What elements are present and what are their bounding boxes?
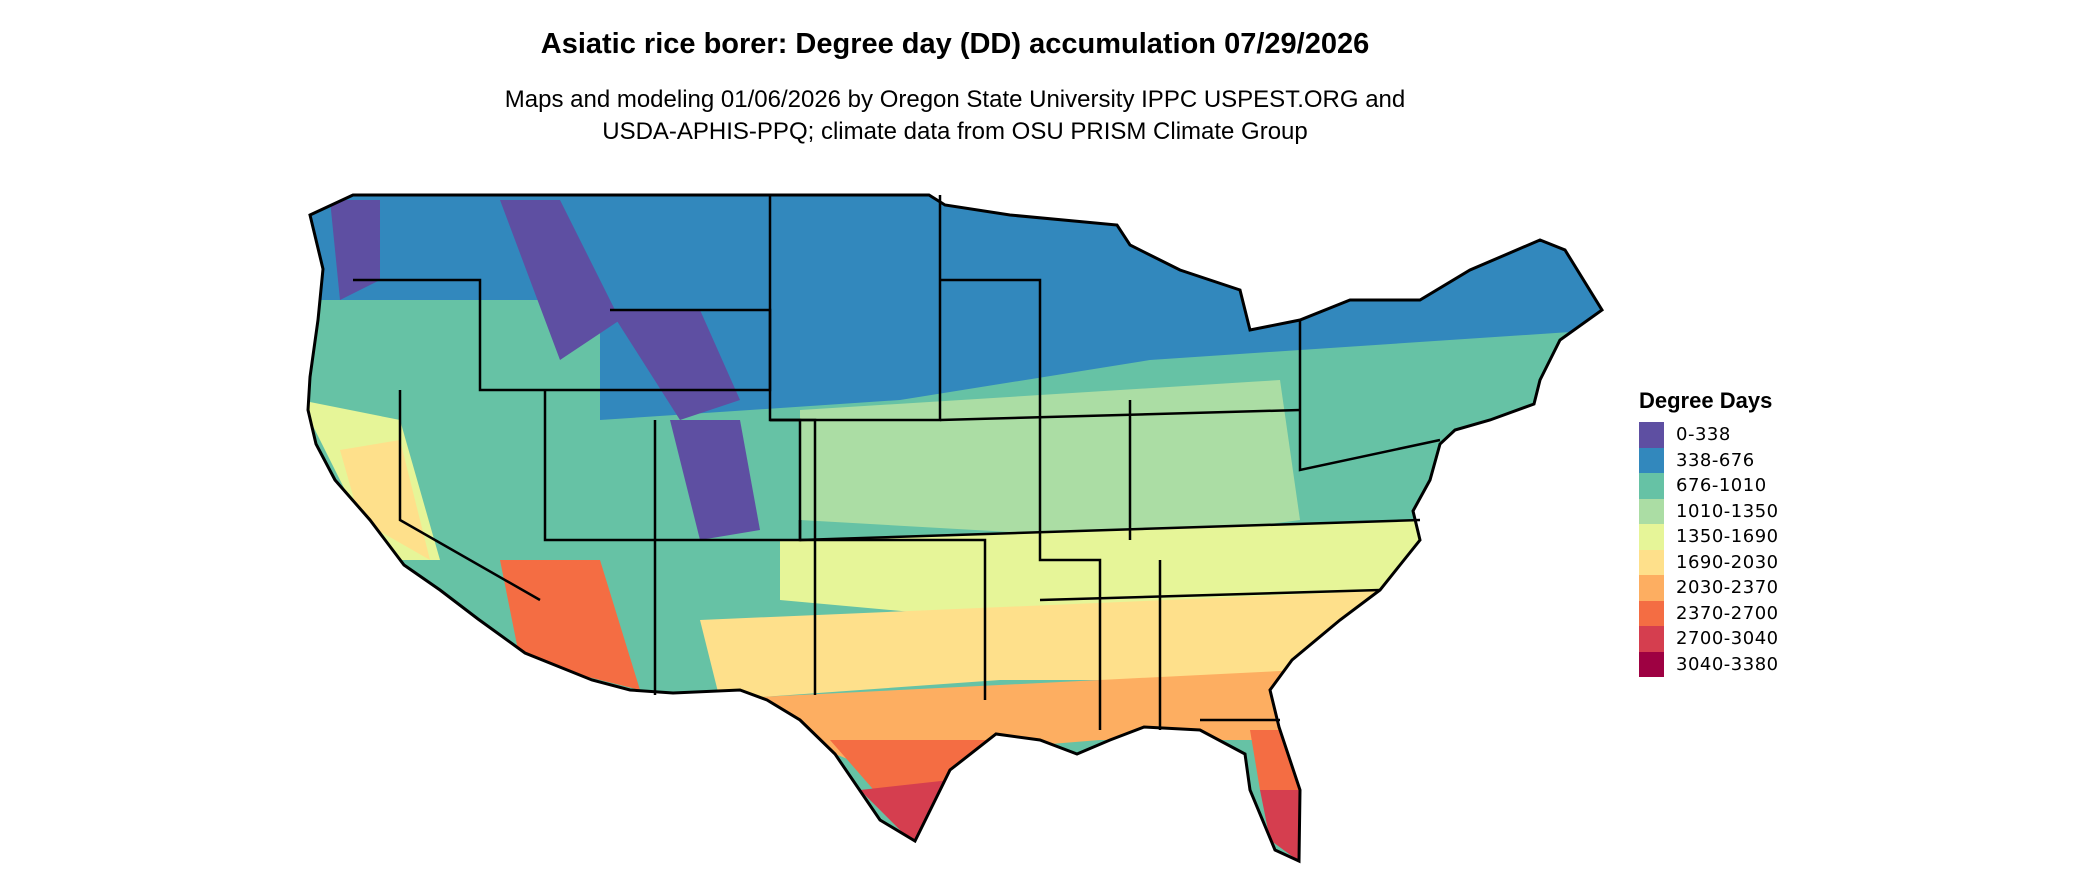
- legend-swatch: [1639, 600, 1664, 626]
- legend-swatch: [1639, 626, 1664, 652]
- legend: Degree Days 0-338 338-676 676-1010 1010-135…: [1639, 388, 1779, 677]
- legend-item: 3040-3380: [1639, 651, 1779, 677]
- legend-swatch: [1639, 524, 1664, 550]
- legend-item: 2030-2370: [1639, 575, 1779, 601]
- legend-title: Degree Days: [1639, 388, 1773, 413]
- legend-label: 1010-1350: [1676, 500, 1779, 522]
- band-2700-3040: [860, 780, 950, 845]
- band-338-676: [308, 195, 1602, 300]
- legend-item: 2370-2700: [1639, 600, 1779, 626]
- legend-swatch: [1639, 447, 1664, 473]
- legend-swatch: [1639, 549, 1664, 575]
- legend-item: 338-676: [1639, 447, 1779, 473]
- legend-item: 0-338: [1639, 422, 1779, 448]
- legend-swatch: [1639, 473, 1664, 499]
- legend-item: 1350-1690: [1639, 524, 1779, 550]
- legend-swatch: [1639, 498, 1664, 524]
- legend-label: 1690-2030: [1676, 551, 1779, 573]
- legend-item: 676-1010: [1639, 473, 1779, 499]
- band-1690-2030: [700, 590, 1400, 700]
- legend-swatch: [1639, 575, 1664, 601]
- legend-label: 1350-1690: [1676, 526, 1779, 548]
- band-0-338: [330, 200, 380, 300]
- map-subtitle-line-1: Maps and modeling 01/06/2026 by Oregon S…: [504, 86, 1406, 113]
- legend-label: 3040-3380: [1676, 653, 1779, 675]
- legend-item: 1690-2030: [1639, 549, 1779, 575]
- legend-label: 0-338: [1676, 424, 1731, 446]
- legend-label: 338-676: [1676, 449, 1755, 471]
- legend-item: 1010-1350: [1639, 498, 1779, 524]
- legend-swatch: [1639, 422, 1664, 448]
- map-subtitle-line-2: USDA-APHIS-PPQ; climate data from OSU PR…: [602, 118, 1308, 145]
- legend-label: 2700-3040: [1676, 628, 1779, 650]
- legend-item: 2700-3040: [1639, 626, 1779, 652]
- legend-swatch: [1639, 651, 1664, 677]
- state-borders: [353, 195, 1441, 730]
- legend-label: 2030-2370: [1676, 577, 1779, 599]
- legend-label: 676-1010: [1676, 475, 1767, 497]
- legend-label: 2370-2700: [1676, 602, 1779, 624]
- map-title: Asiatic rice borer: Degree day (DD) accu…: [540, 28, 1370, 60]
